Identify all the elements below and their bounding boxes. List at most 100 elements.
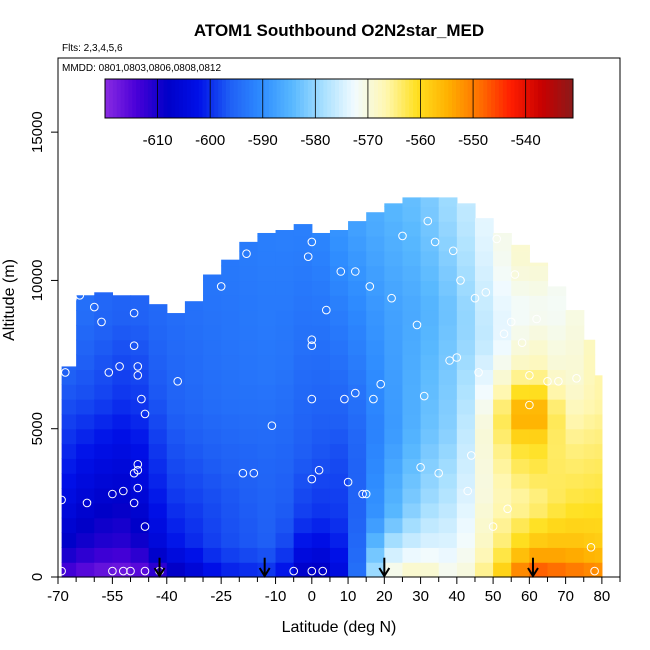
field-cell [112,399,132,415]
field-cell [384,532,404,548]
sample-point [470,293,480,303]
field-cell [329,532,349,548]
y-axis: 0 5000 10000 15000 [29,111,58,581]
field-cell [456,502,476,519]
x-tick-label: -55 [102,588,124,605]
sample-point [336,267,346,276]
field-cell [76,339,95,356]
colorbar-segment [541,79,547,118]
field-cell [402,473,422,489]
field-cell [511,354,530,370]
field-cell [239,547,259,563]
colorbar-segment [342,79,348,118]
field-cell [547,413,567,430]
field-cell [348,295,367,311]
field-cell [348,547,367,563]
field-cell [420,532,440,548]
field-cell [384,250,404,267]
field-cell [438,428,458,445]
field-cell [166,517,186,534]
field-cell [112,547,132,563]
field-cell [329,562,349,578]
field-cell [366,280,385,296]
field-cell [474,265,494,282]
field-cell [402,324,422,341]
field-cell [112,488,132,504]
field-cell [493,532,512,548]
field-cell [456,250,476,267]
field-cell [148,339,168,356]
field-layer [61,197,603,578]
colorbar-segment [397,79,402,118]
colorbar-segment [483,79,488,118]
field-cell [184,354,204,370]
field-cell [184,517,204,534]
field-cell [366,369,385,385]
field-cell [366,354,385,370]
field-cell [112,413,132,430]
field-cell [438,532,458,548]
field-cell [203,547,222,563]
sample-point [517,338,527,348]
field-cell [583,384,596,400]
field-cell [148,443,168,459]
field-cell [329,310,349,326]
field-cell [293,354,313,370]
field-cell [275,354,295,370]
field-cell [203,413,222,430]
field-cell [402,428,422,445]
field-cell [148,369,168,385]
sample-point [492,234,502,244]
colorbar-segment [140,79,145,118]
field-cell [203,473,222,489]
sample-point [264,219,273,229]
field-cell [311,310,331,326]
field-cell [329,473,349,489]
field-cell [275,547,295,563]
field-cell [366,250,385,267]
colorbar-segment [112,79,118,118]
sample-point [543,377,552,386]
sample-point [307,566,317,576]
field-cell [384,206,404,222]
colorbar-segment [436,79,441,118]
field-cell [547,295,567,311]
field-cell [257,517,277,534]
colorbar-segment [136,79,141,118]
field-cell [329,399,349,415]
field-cell [493,443,512,459]
sample-point [173,377,182,386]
field-cell [203,562,222,578]
colorbar-segment [268,79,274,118]
field-cell [239,399,259,415]
field-cell [420,295,440,311]
field-cell [529,262,549,267]
colorbar-segment [495,79,500,118]
colorbar-segment [171,79,176,118]
colorbar-segment [420,79,426,118]
field-cell [493,369,512,385]
x-tick-label: -25 [210,588,232,605]
field-cell [130,324,150,341]
sample-point [133,362,143,371]
field-cell [239,458,259,474]
field-cell [94,295,113,311]
field-cell [456,488,476,504]
field-cell [583,399,596,415]
field-cell [275,384,295,400]
field-cell [130,428,150,445]
field-cell [366,517,385,534]
field-cell [166,399,186,415]
field-cell [184,384,204,400]
field-cell [438,502,458,519]
field-cell [348,384,367,400]
field-cell [474,532,494,548]
sample-point [448,246,458,256]
field-cell [221,295,240,311]
field-cell [203,339,222,356]
field-cell [61,488,77,504]
field-cell [275,235,295,252]
sample-point [249,468,259,478]
field-cell [112,384,132,400]
field-cell [511,517,530,534]
